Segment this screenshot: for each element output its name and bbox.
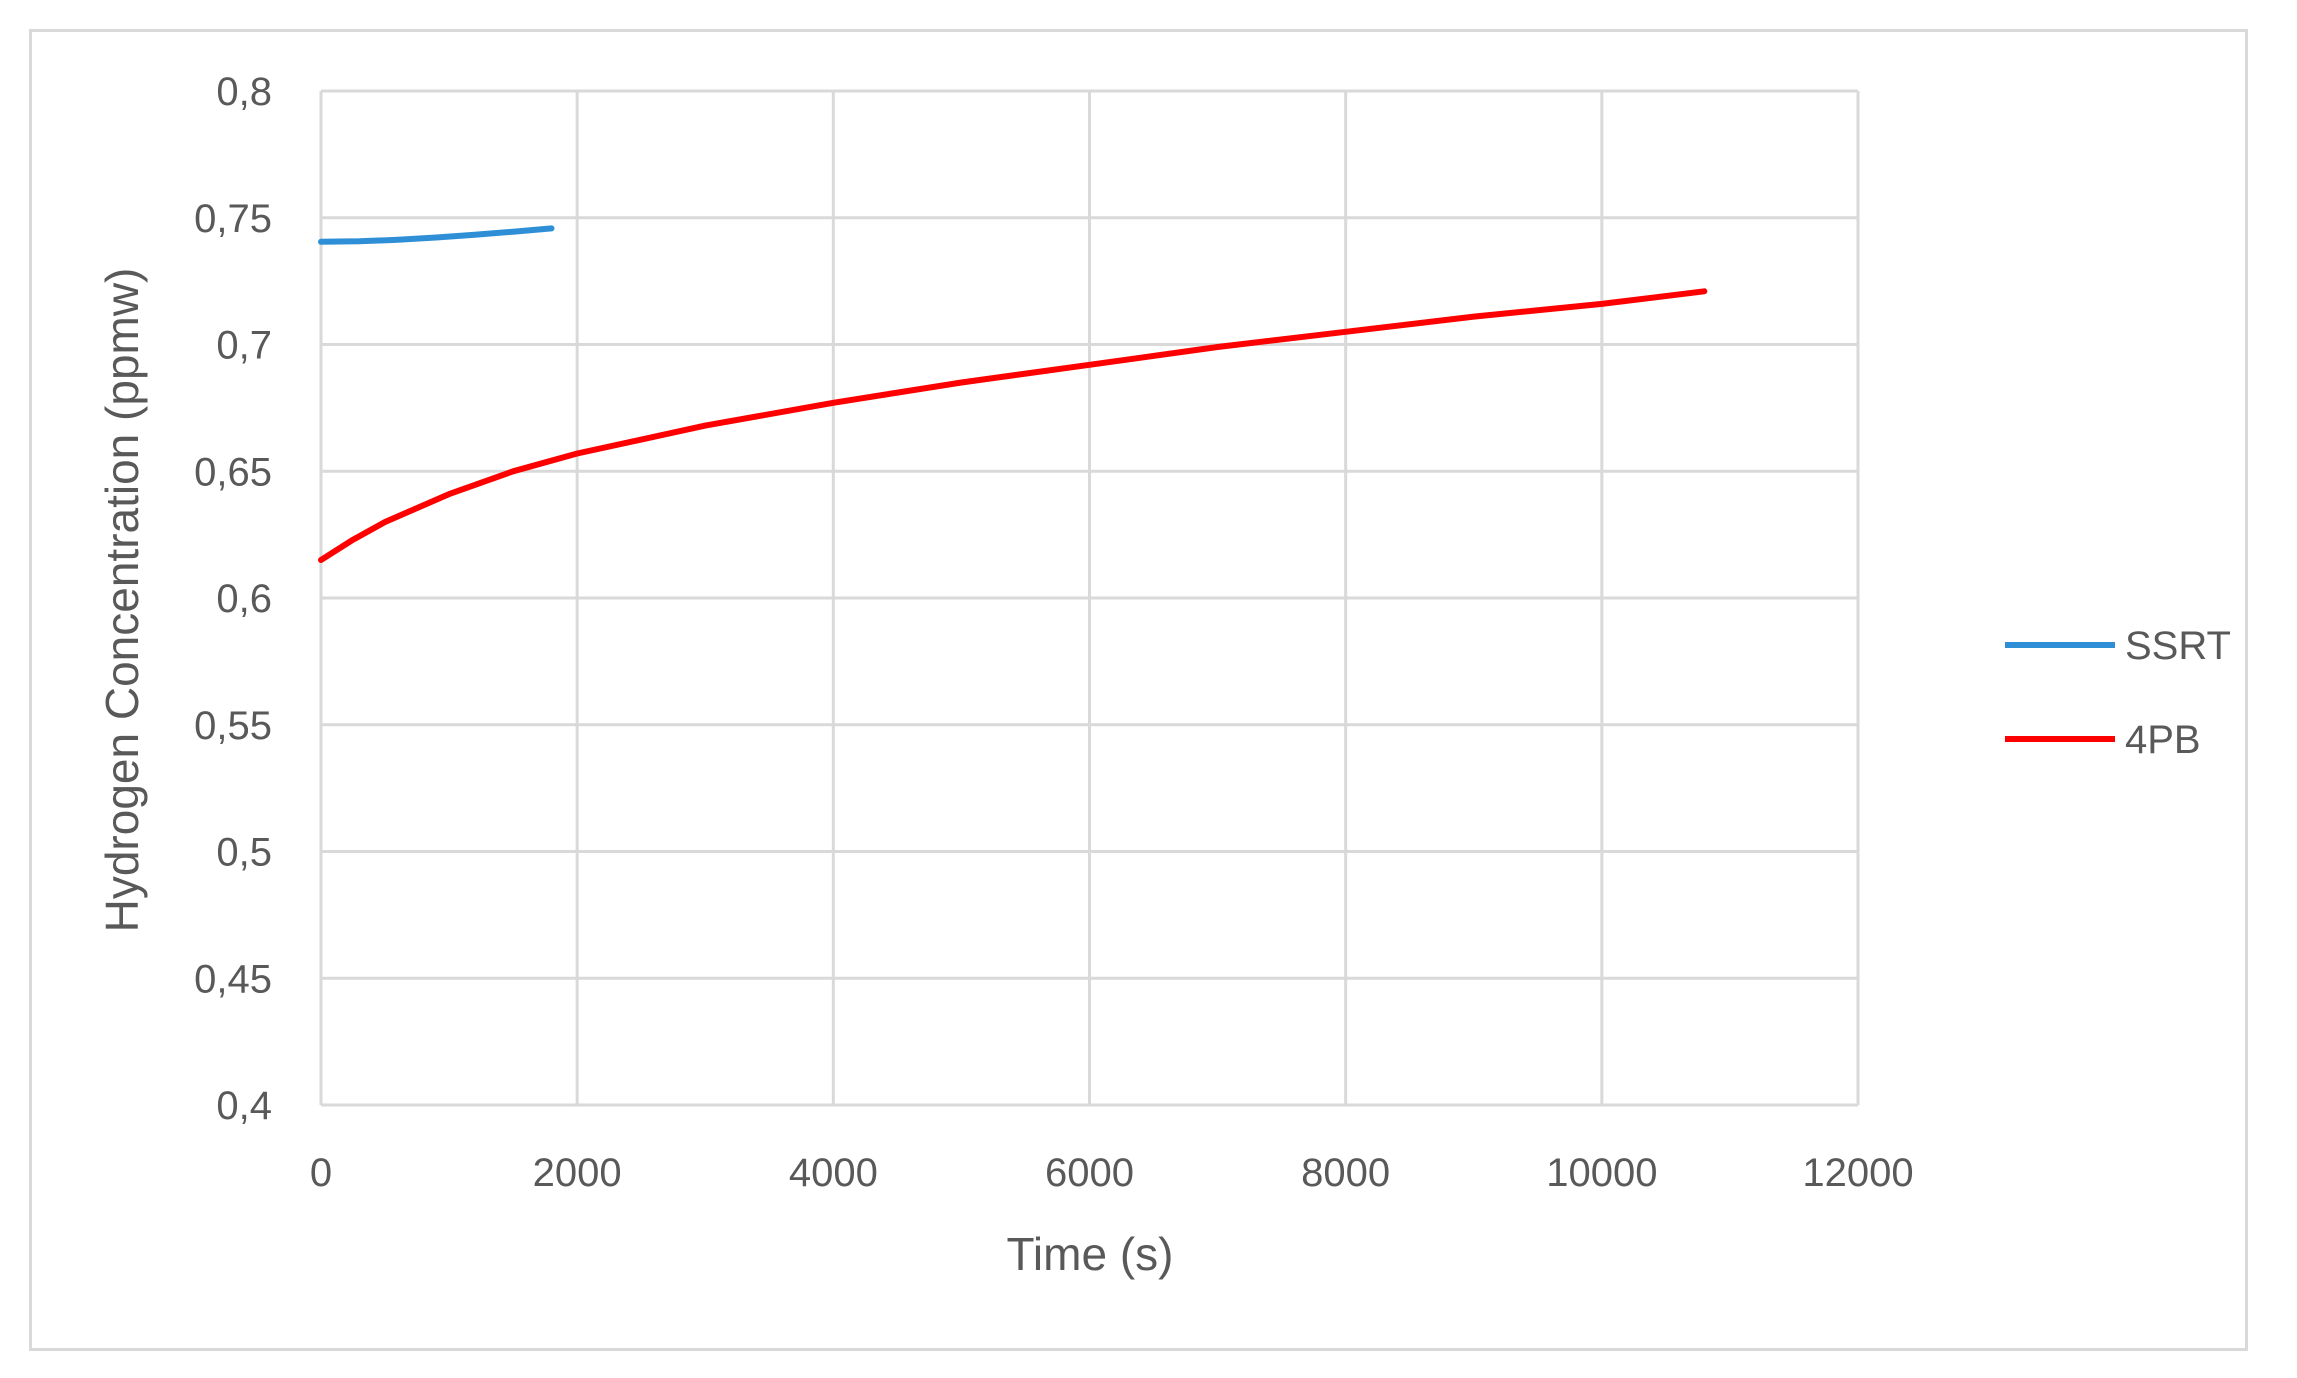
y-tick-label: 0,6 bbox=[216, 577, 272, 621]
y-axis-title: Hydrogen Concentration (ppmw) bbox=[96, 268, 148, 933]
series-line-4pb bbox=[318, 288, 1708, 563]
y-tick-label: 0,65 bbox=[194, 450, 272, 494]
x-axis-ticks: 0 2000 4000 6000 8000 10000 12000 bbox=[310, 1151, 1914, 1195]
series-lines bbox=[318, 225, 1708, 563]
x-tick-label: 0 bbox=[310, 1151, 332, 1195]
x-tick-label: 10000 bbox=[1546, 1151, 1657, 1195]
x-tick-label: 12000 bbox=[1802, 1151, 1913, 1195]
legend-label: SSRT bbox=[2125, 624, 2231, 668]
y-tick-label: 0,4 bbox=[216, 1084, 272, 1128]
x-tick-label: 6000 bbox=[1045, 1151, 1134, 1195]
x-tick-label: 2000 bbox=[533, 1151, 622, 1195]
y-tick-label: 0,8 bbox=[216, 70, 272, 114]
x-tick-label: 8000 bbox=[1301, 1151, 1390, 1195]
legend: SSRT 4PB bbox=[2005, 624, 2231, 762]
chart-frame bbox=[29, 29, 2248, 1351]
x-axis-title: Time (s) bbox=[1007, 1228, 1174, 1280]
y-tick-label: 0,45 bbox=[194, 957, 272, 1001]
y-tick-label: 0,75 bbox=[194, 197, 272, 241]
y-tick-label: 0,55 bbox=[194, 704, 272, 748]
y-axis-ticks: 0,4 0,45 0,5 0,55 0,6 0,65 0,7 0,75 0,8 bbox=[194, 70, 272, 1128]
series-line-ssrt bbox=[318, 225, 555, 245]
y-tick-label: 0,7 bbox=[216, 324, 272, 368]
x-tick-label: 4000 bbox=[789, 1151, 878, 1195]
gridlines bbox=[319, 89, 1860, 1107]
legend-label: 4PB bbox=[2125, 718, 2201, 762]
y-tick-label: 0,5 bbox=[216, 831, 272, 875]
